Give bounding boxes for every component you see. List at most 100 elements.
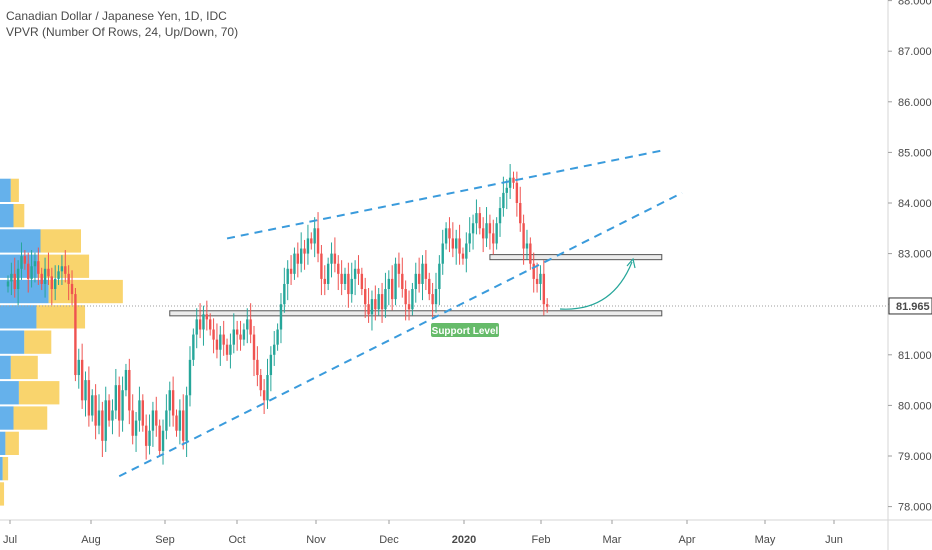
volume-profile-up-bar [0,355,11,380]
candle-body [370,299,374,315]
chart-legend: Canadian Dollar / Japanese Yen, 1D, IDC … [6,8,238,40]
candle-body [404,289,407,305]
price-tick-label: 84.000 [898,198,932,210]
candle-body [276,329,279,345]
candle-body [303,248,306,254]
volume-profile-up-bar [0,381,19,405]
candle-body [43,268,47,284]
candle-body [212,329,215,340]
candle-body [80,359,84,401]
candle-body [252,334,256,360]
candle-body [448,228,451,239]
candle-body [431,294,434,305]
candle-body [481,228,485,239]
candle-body [485,223,488,239]
candle-body [286,268,289,284]
candle-body [424,263,428,279]
candle-body [50,276,54,290]
volume-profile-down-bar [5,431,19,455]
candle-body [101,410,104,441]
candle-body [330,253,333,264]
volume-profile-up-bar [0,457,3,481]
candle-body [539,273,542,284]
candle-body [118,385,121,421]
candle-body [320,253,323,279]
candle-body [350,278,353,295]
price-tick-label: 79.000 [898,451,932,463]
candle-body [205,314,209,320]
candle-body [161,430,165,451]
support-label-box [431,323,499,337]
candle-body [128,369,131,411]
price-tick-label: 87.000 [898,46,932,58]
candle-body [138,400,141,421]
candle-body [417,273,421,284]
candle-body [401,273,404,290]
candle-body [165,410,168,431]
arrow-head-icon [626,257,636,269]
candle-body [215,339,219,350]
time-tick-label: Mar [603,534,622,546]
price-tick-label: 83.000 [898,249,932,261]
candle-body [155,410,158,426]
candle-body [546,304,549,307]
candle-body [387,278,391,290]
candle-body [242,329,246,340]
candle-body [337,263,340,274]
candle-body [77,359,80,376]
candle-body [104,400,107,441]
candle-body [151,410,155,431]
candle-body [525,243,529,249]
time-tick-label: Sep [155,534,175,546]
candle-body [30,266,33,279]
volume-profile-up-bar [0,305,37,329]
candle-body [451,238,455,249]
candle-body [74,294,77,376]
candle-body [535,278,539,284]
candle-body [114,385,118,411]
candle-body [273,344,276,355]
volume-profile-down-bar [13,204,25,228]
candle-body [171,390,175,416]
candle-body [262,390,266,401]
candle-body [441,243,444,264]
candle-body [188,359,192,396]
indicator-label: VPVR (Number Of Rows, 24, Up/Down, 70) [6,25,239,39]
candle-body [23,256,27,264]
volume-profile-down-bar [48,279,123,304]
candle-body [97,410,101,426]
candle-body [148,430,151,446]
candle-body [266,375,269,401]
candle-body [353,268,357,279]
candle-body [256,359,259,376]
upper-trendline [226,148,666,240]
candle-body [505,187,508,193]
candle-body [293,253,296,274]
candle-body [222,334,225,345]
candle-body [377,294,380,310]
time-tick-label: Aug [81,534,101,546]
current-price-label: 81.965 [896,301,930,313]
candle-body [357,268,360,274]
candle-body [421,263,424,284]
price-tick-label: 78.000 [898,502,932,514]
candle-body [340,273,343,284]
candle-body [529,243,532,264]
support-zone-rect [169,310,663,317]
support-label-text: Support Level [432,326,499,337]
candle-body [475,213,478,224]
candle-body [249,319,252,335]
candle-body [225,344,229,355]
candle-body [299,248,303,264]
candle-body [185,395,188,441]
candle-body [47,268,50,277]
candle-body [33,261,37,267]
lower-trendline [118,191,683,478]
candle-body [411,289,414,310]
volume-profile-up-bar [0,178,11,202]
candle-body [414,273,417,290]
volume-profile-up-bar [0,229,41,253]
volume-profile-down-bar [37,254,90,278]
